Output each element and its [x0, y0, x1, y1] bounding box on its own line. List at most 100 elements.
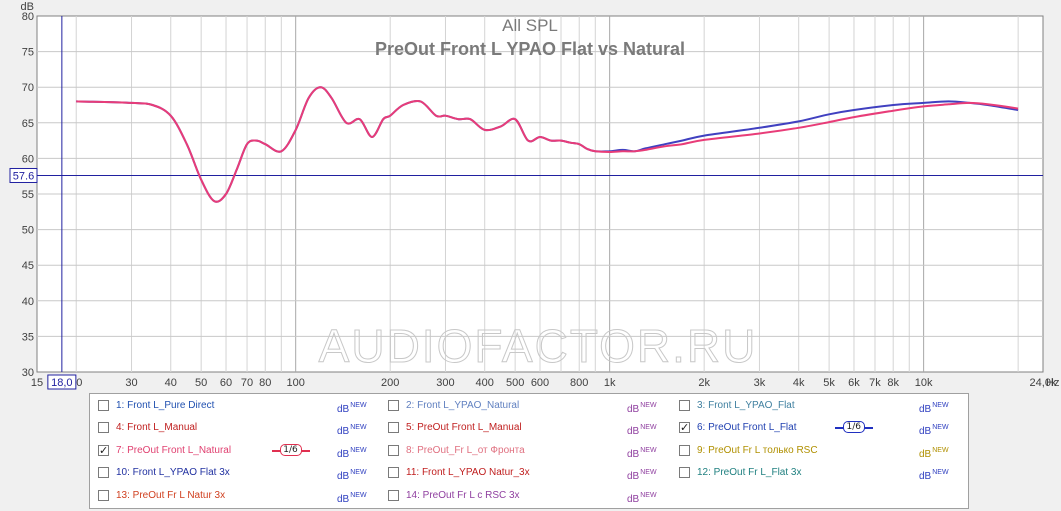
- legend-unit[interactable]: dBNEW: [627, 447, 657, 460]
- y-tick-label: 30: [22, 367, 34, 379]
- legend-label: 6: PreOut Front L_Flat: [697, 422, 797, 433]
- x-tick-label: 800: [570, 377, 588, 389]
- legend-item[interactable]: 9: PreOut Fr L только RSC dBNEW: [679, 443, 951, 460]
- x-tick-label: 3k: [754, 377, 766, 389]
- legend-item[interactable]: 7: PreOut Front L_Natural 1/6 dBNEW: [98, 443, 369, 460]
- smoothing-indicator[interactable]: 1/6: [271, 444, 310, 457]
- legend-item[interactable]: 8: PreOut_Fr L_от Фронта dBNEW: [388, 443, 659, 460]
- legend-unit[interactable]: dBNEW: [919, 402, 949, 415]
- legend-unit[interactable]: dBNEW: [919, 469, 949, 482]
- watermark: AUDIOFACTOR.RU: [319, 320, 758, 372]
- legend-item[interactable]: 1: Front L_Pure Direct dBNEW: [98, 398, 369, 415]
- legend-item[interactable]: 11: Front L_YPAO Natur_3x dBNEW: [388, 465, 659, 482]
- legend-item[interactable]: 5: PreOut Front L_Manual dBNEW: [388, 420, 659, 437]
- y-tick-label: 65: [22, 118, 34, 130]
- legend-checkbox[interactable]: [388, 400, 399, 411]
- legend-checkbox[interactable]: [98, 422, 109, 433]
- y-tick-label: 45: [22, 260, 34, 272]
- legend-label: 4: Front L_Manual: [116, 422, 198, 433]
- legend-unit[interactable]: dBNEW: [627, 492, 657, 505]
- cursor-y-box: [9, 167, 38, 183]
- cursor-x-label: 18,0: [51, 377, 72, 389]
- y-tick-label: 35: [22, 331, 34, 343]
- x-tick-label: 7k: [869, 377, 881, 389]
- x-tick-label: 8k: [887, 377, 899, 389]
- legend-checkbox[interactable]: [679, 467, 690, 478]
- legend-item[interactable]: 12: PreOut Fr L_Flat 3x dBNEW: [679, 465, 951, 482]
- legend-checkbox[interactable]: [98, 490, 109, 501]
- x-tick-label: 100: [287, 377, 305, 389]
- x-tick-label: 30: [125, 377, 137, 389]
- legend-unit[interactable]: dBNEW: [919, 447, 949, 460]
- y-tick-label: 40: [22, 296, 34, 308]
- chart-title: All SPL: [502, 16, 558, 35]
- x-tick-label: 70: [241, 377, 253, 389]
- legend-checkbox[interactable]: [98, 443, 109, 459]
- y-tick-label: 55: [22, 189, 34, 201]
- x-axis-unit: Hz: [1046, 377, 1059, 389]
- legend-unit[interactable]: dBNEW: [337, 402, 367, 415]
- legend-checkbox[interactable]: [388, 490, 399, 501]
- legend-item[interactable]: 4: Front L_Manual dBNEW: [98, 420, 369, 437]
- smoothing-indicator[interactable]: 1/6: [834, 421, 873, 434]
- legend-unit[interactable]: dBNEW: [919, 424, 949, 437]
- legend-label: 11: Front L_YPAO Natur_3x: [406, 467, 530, 478]
- x-tick-label: 40: [165, 377, 177, 389]
- legend-label: 14: PreOut Fr L с RSC 3x: [406, 490, 520, 501]
- x-tick-label: 15: [31, 377, 43, 389]
- x-tick-label: 6k: [848, 377, 860, 389]
- legend-checkbox[interactable]: [679, 420, 690, 436]
- legend-label: 3: Front L_YPAO_Flat: [697, 400, 795, 411]
- x-tick-label: 1k: [604, 377, 616, 389]
- legend-label: 7: PreOut Front L_Natural: [116, 445, 232, 456]
- legend-unit[interactable]: dBNEW: [337, 492, 367, 505]
- legend-unit[interactable]: dBNEW: [627, 424, 657, 437]
- x-tick-label: 300: [436, 377, 454, 389]
- x-tick-label: 4k: [793, 377, 805, 389]
- cursor-y-label: 57.6: [13, 170, 34, 182]
- legend-checkbox[interactable]: [98, 467, 109, 478]
- x-tick-label: 600: [531, 377, 549, 389]
- x-tick-label: 60: [220, 377, 232, 389]
- legend-label: 8: PreOut_Fr L_от Фронта: [406, 445, 525, 456]
- legend-label: 12: PreOut Fr L_Flat 3x: [697, 467, 802, 478]
- x-tick-label: 400: [476, 377, 494, 389]
- legend-item[interactable]: 13: PreOut Fr L Natur 3x dBNEW: [98, 488, 369, 505]
- x-tick-label: 2k: [698, 377, 710, 389]
- x-tick-label: 5k: [823, 377, 835, 389]
- legend-unit[interactable]: dBNEW: [627, 469, 657, 482]
- legend-label: 1: Front L_Pure Direct: [116, 400, 215, 411]
- legend-unit[interactable]: dBNEW: [337, 447, 367, 460]
- series-line-2: [76, 86, 1019, 203]
- legend-item[interactable]: 2: Front L_YPAO_Natural dBNEW: [388, 398, 659, 415]
- cursor-x-box: [47, 374, 77, 390]
- legend-checkbox[interactable]: [388, 422, 399, 433]
- legend-unit[interactable]: dBNEW: [627, 402, 657, 415]
- legend-unit[interactable]: dBNEW: [337, 424, 367, 437]
- x-tick-label: 24,0k: [1030, 377, 1057, 389]
- legend-label: 9: PreOut Fr L только RSC: [697, 445, 818, 456]
- chart-subtitle: PreOut Front L YPAO Flat vs Natural: [375, 39, 685, 59]
- legend-item[interactable]: 6: PreOut Front L_Flat 1/6 dBNEW: [679, 420, 951, 437]
- spl-chart[interactable]: 3035404550556065707580dB1520304050607080…: [0, 0, 1061, 392]
- legend-item[interactable]: 3: Front L_YPAO_Flat dBNEW: [679, 398, 951, 415]
- y-tick-label: 60: [22, 153, 34, 165]
- legend-panel: 1: Front L_Pure Direct dBNEW 2: Front L_YP…: [89, 393, 969, 509]
- legend-item[interactable]: 10: Front L_YPAO Flat 3x dBNEW: [98, 465, 369, 482]
- x-tick-label: 10k: [915, 377, 933, 389]
- x-tick-label: 500: [506, 377, 524, 389]
- y-tick-label: 80: [22, 11, 34, 23]
- legend-label: 13: PreOut Fr L Natur 3x: [116, 490, 226, 501]
- legend-label: 10: Front L_YPAO Flat 3x: [116, 467, 230, 478]
- x-tick-label: 50: [195, 377, 207, 389]
- legend-unit[interactable]: dBNEW: [337, 469, 367, 482]
- legend-checkbox[interactable]: [388, 467, 399, 478]
- legend-label: 2: Front L_YPAO_Natural: [406, 400, 520, 411]
- legend-checkbox[interactable]: [98, 400, 109, 411]
- y-tick-label: 70: [22, 82, 34, 94]
- legend-checkbox[interactable]: [679, 400, 690, 411]
- legend-item[interactable]: 14: PreOut Fr L с RSC 3x dBNEW: [388, 488, 659, 505]
- legend-checkbox[interactable]: [388, 445, 399, 456]
- legend-label: 5: PreOut Front L_Manual: [406, 422, 522, 433]
- legend-checkbox[interactable]: [679, 445, 690, 456]
